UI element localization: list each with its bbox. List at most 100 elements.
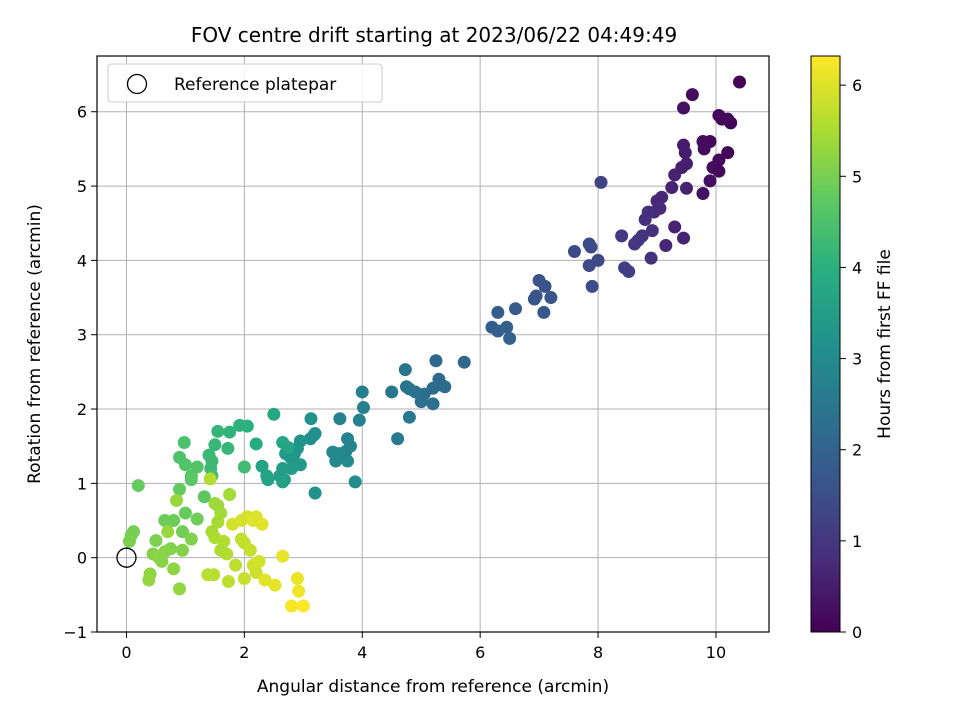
scatter-point [628,237,642,251]
colorbar-tick-label: 0 [852,623,862,642]
y-tick-label: 2 [77,400,87,419]
scatter-point [659,239,673,253]
scatter-point [158,545,172,559]
colorbar-gradient [810,55,841,633]
scatter-point [197,490,211,504]
scatter-point [175,525,189,539]
x-tick-label: 8 [593,643,603,662]
scatter-point [190,512,204,526]
scatter-point [491,305,505,319]
y-tick-label: 4 [77,251,87,270]
scatter-point [398,363,412,377]
data-points [116,75,747,613]
scatter-point [220,547,234,561]
colorbar-tick-label: 4 [852,258,862,277]
scatter-point [537,305,551,319]
scatter-point [685,88,699,102]
scatter-point [356,401,370,415]
scatter-point [221,574,235,588]
colorbar-tick-label: 5 [852,167,862,186]
scatter-point [644,251,658,265]
scatter-point [615,229,629,243]
scatter-point [267,407,281,421]
scatter-point [438,380,452,394]
y-tick-label: −1 [63,623,87,642]
scatter-point [131,479,145,493]
scatter-point [237,460,251,474]
scatter-point [457,355,471,369]
scatter-point [712,164,726,178]
scatter-point [391,432,405,446]
scatter-point [285,599,299,613]
scatter-point [161,525,175,539]
scatter-point [677,101,691,115]
scatter-point [703,174,717,188]
scatter-point [158,514,172,528]
scatter-point [282,441,296,455]
scatter-point [211,424,225,438]
x-tick-label: 10 [706,643,726,662]
scatter-point [217,534,231,548]
scatter-point [402,410,416,424]
scatter-point [527,292,541,306]
reference-platepar-marker [116,547,137,568]
scatter-point [233,418,247,432]
scatter-point [544,291,558,305]
scatter-point [678,146,692,160]
scatter-point [142,573,156,587]
scatter-point [503,331,517,345]
scatter-point [223,425,237,439]
scatter-point [414,395,428,409]
legend-entry-reference-platepar: Reference platepar [174,75,336,95]
scatter-point [668,220,682,234]
scatter-point [638,213,652,227]
scatter-point [292,584,306,598]
scatter-point [243,543,257,557]
scatter-point [341,454,355,468]
scatter-point [567,244,581,258]
scatter-point [255,459,269,473]
scatter-point [173,582,187,596]
x-tick-label: 0 [121,643,131,662]
grid [97,56,769,633]
scatter-point [304,412,318,426]
scatter-point [229,558,243,572]
scatter-point [203,472,217,486]
scatter-point [715,112,729,126]
scatter-point [258,573,272,587]
x-tick-label: 6 [475,643,485,662]
scatter-point [538,279,552,293]
scatter-point [352,413,366,427]
scatter-point [276,475,290,489]
scatter-point [429,354,443,368]
colorbar-ticks: 0 1 2 3 4 5 6 [840,76,862,642]
y-axis-label: Rotation from reference (arcmin) [25,204,45,484]
scatter-point [175,543,189,557]
scatter-point [645,224,659,238]
scatter-point [385,385,399,399]
scatter-point [237,571,251,585]
scatter-point [329,454,343,468]
scatter-point [261,473,275,487]
colorbar-label: Hours from first FF file [875,249,895,439]
scatter-point [333,412,347,426]
scatter-point [184,473,198,487]
scatter-point [184,532,198,546]
scatter-point [211,515,225,529]
legend-reference-marker [126,73,148,95]
scatter-point [255,517,269,531]
legend-box [107,63,383,103]
scatter-point [594,175,608,189]
colorbar-tick-label: 3 [852,350,862,369]
x-tick-label: 2 [239,643,249,662]
y-tick-label: 6 [77,103,87,122]
scatter-point [426,397,440,411]
scatter-point [697,142,711,156]
y-tick-label: 3 [77,326,87,345]
scatter-point [122,534,136,548]
colorbar: 0 1 2 3 4 5 6 Hours from first FF file [810,55,895,642]
scatter-point [308,486,322,500]
x-tick-label: 4 [357,643,367,662]
scatter-point [696,186,710,200]
colorbar-tick-label: 2 [852,441,862,460]
